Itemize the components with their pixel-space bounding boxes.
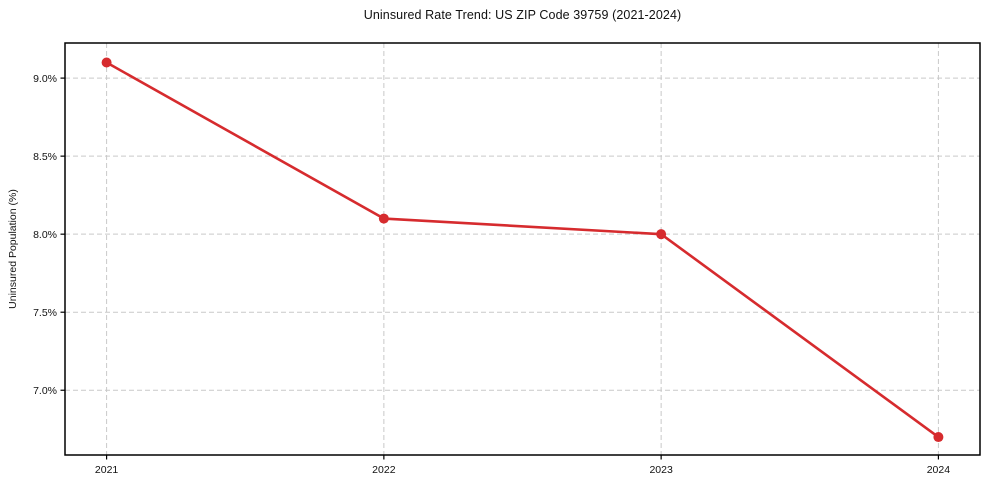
x-tick-label: 2021 <box>95 464 119 476</box>
y-tick-label: 9.0% <box>33 73 57 85</box>
x-tick-label: 2024 <box>927 464 951 476</box>
data-point-2022 <box>378 213 389 224</box>
y-tick-label: 8.5% <box>33 151 57 163</box>
data-point-2023 <box>656 229 667 240</box>
chart-title: Uninsured Rate Trend: US ZIP Code 39759 … <box>363 8 682 22</box>
data-point-2021 <box>101 57 112 68</box>
x-tick-label: 2022 <box>372 464 396 476</box>
axes-box <box>64 42 981 456</box>
data-point-2024 <box>933 432 944 443</box>
y-tick-label: 7.5% <box>33 307 57 319</box>
x-tick-label: 2023 <box>649 464 673 476</box>
y-tick-label: 7.0% <box>33 385 57 397</box>
trend-line <box>105 61 940 439</box>
y-tick-label: 8.0% <box>33 229 57 241</box>
